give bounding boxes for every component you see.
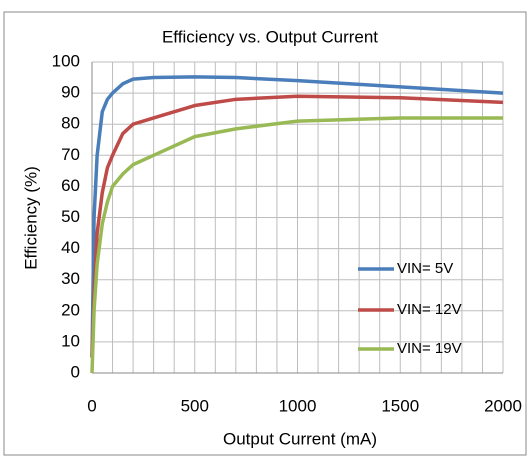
y-tick-label: 40 (61, 238, 80, 257)
x-tick-label: 500 (181, 396, 209, 415)
y-tick-label: 100 (52, 51, 80, 70)
y-tick-label: 0 (71, 362, 80, 381)
legend-label: VIN= 12V (397, 301, 462, 318)
y-tick-label: 80 (61, 114, 80, 133)
y-tick-label: 50 (61, 207, 80, 226)
y-tick-label: 20 (61, 300, 80, 319)
chart-title: Efficiency vs. Output Current (162, 27, 378, 46)
y-tick-label: 70 (61, 145, 80, 164)
series-line (90, 75, 504, 358)
y-tick-label: 60 (61, 176, 80, 195)
y-tick-label: 90 (61, 83, 80, 102)
chart-frame (3, 11, 527, 456)
y-tick-label: 10 (61, 331, 80, 350)
x-tick-label: 1000 (279, 396, 317, 415)
legend-label: VIN= 19V (397, 340, 462, 357)
x-tick-label: 1500 (381, 396, 419, 415)
legend-label: VIN= 5V (397, 260, 453, 277)
y-tick-label: 30 (61, 269, 80, 288)
series-line (90, 94, 504, 358)
x-tick-label: 0 (87, 396, 96, 415)
x-tick-label: 2000 (484, 396, 522, 415)
x-axis-label: Output Current (mA) (223, 429, 377, 448)
series-line (90, 116, 503, 374)
y-axis-label: Efficiency (%) (21, 166, 40, 270)
